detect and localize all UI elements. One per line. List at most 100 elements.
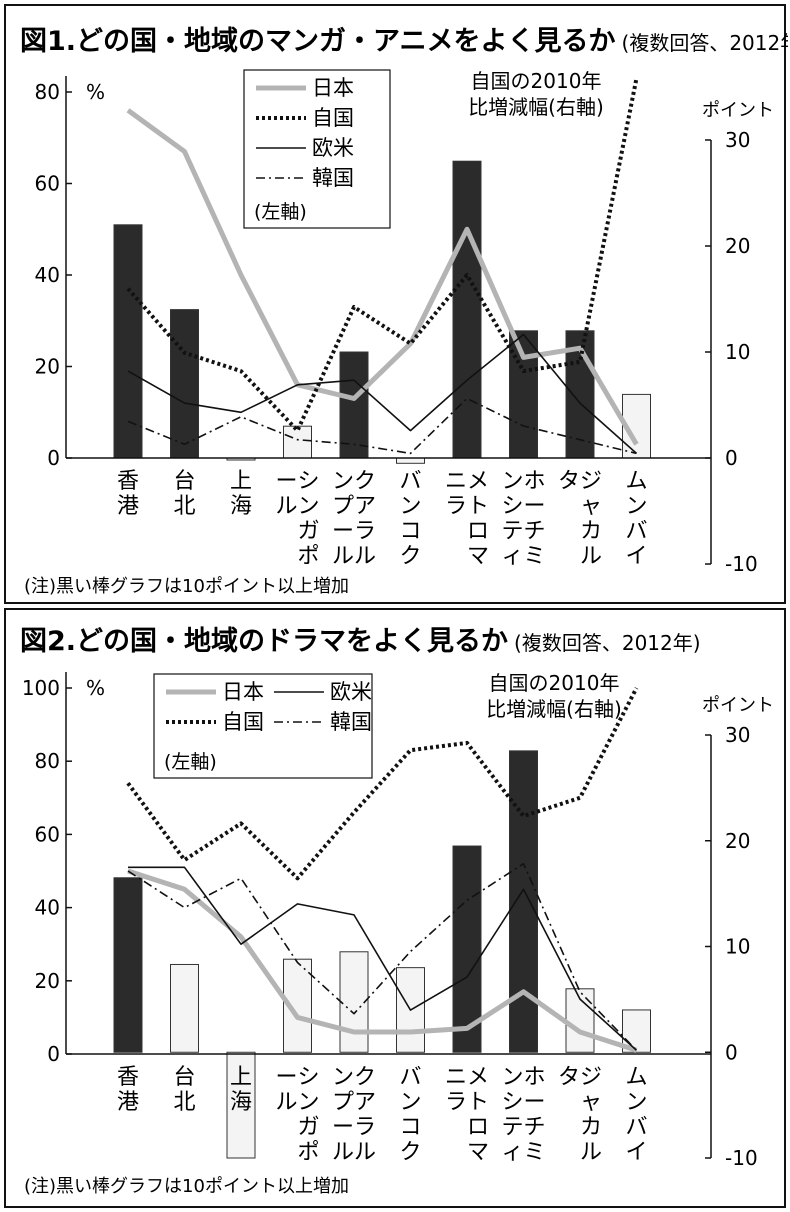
bar-change bbox=[339, 351, 369, 459]
bar-change bbox=[509, 330, 538, 459]
left-axis-tick-label: 0 bbox=[47, 1042, 60, 1066]
category-label: バンコク bbox=[399, 1065, 421, 1165]
category-label-text: タ bbox=[558, 1065, 580, 1090]
category-label-text: ール bbox=[275, 1065, 297, 1115]
bar-annotation-line1: 自国の2010年 bbox=[471, 69, 602, 93]
category-label-text: ムンバイ bbox=[625, 1065, 647, 1165]
category-label-text: 上海 bbox=[230, 1065, 252, 1115]
category-label-text: シンガポ bbox=[297, 1065, 319, 1165]
category-label-text: クアラル bbox=[354, 469, 376, 569]
right-axis-tick-label: -10 bbox=[725, 1146, 758, 1170]
right-axis-tick-label: 30 bbox=[725, 128, 750, 152]
legend-box bbox=[243, 69, 391, 229]
left-axis-tick-label: 80 bbox=[35, 749, 60, 773]
category-label: 香港 bbox=[117, 469, 139, 519]
bar-change bbox=[226, 1051, 256, 1159]
left-axis-tick-label: 20 bbox=[35, 355, 60, 379]
category-label-text: ンシティ bbox=[501, 1065, 523, 1165]
category-label-text: ンシティ bbox=[501, 469, 523, 569]
right-axis-tick-label: 0 bbox=[725, 446, 738, 470]
bar-change bbox=[113, 224, 143, 459]
bar-change bbox=[170, 963, 199, 1053]
left-axis-tick-label: 60 bbox=[35, 822, 60, 846]
category-label-text: ニラ bbox=[445, 1065, 467, 1115]
legend-label: 自国 bbox=[222, 710, 264, 734]
chart-title: どの国・地域のドラマをよく見るか bbox=[76, 626, 508, 657]
category-label: 上海 bbox=[230, 1065, 252, 1115]
right-axis-tick-label: 20 bbox=[725, 829, 750, 853]
svg-text:図2.どの国・地域のドラマをよく見るか(複数回答、2012年: 図2.どの国・地域のドラマをよく見るか (複数回答、2012年) bbox=[20, 626, 701, 657]
category-label-text: メトロマ bbox=[467, 1065, 489, 1165]
bar-annotation-line2: 比増減幅(右軸) bbox=[468, 95, 604, 119]
bar-change bbox=[452, 845, 482, 1053]
category-label: 台北 bbox=[173, 1065, 195, 1115]
bar-change bbox=[170, 309, 199, 459]
left-axis-tick-label: 40 bbox=[35, 263, 60, 287]
right-axis-tick-label: 10 bbox=[725, 340, 750, 364]
series-line-欧米 bbox=[127, 333, 638, 454]
category-label: 台北 bbox=[173, 469, 195, 519]
category-label-text: バンコク bbox=[399, 469, 421, 569]
bar-change bbox=[113, 877, 143, 1053]
bar-change bbox=[283, 425, 312, 459]
legend-label: 韓国 bbox=[330, 710, 372, 734]
series-line-欧米 bbox=[128, 866, 638, 1051]
category-label-text: ンプール bbox=[332, 469, 354, 569]
category-label-text: ジャカル bbox=[580, 469, 602, 569]
legend-box bbox=[153, 673, 373, 779]
chart-panel-manga-anime: 図1.どの国・地域のマンガ・アニメをよく見るか (複数回答、2012年) 0 20 4… bbox=[4, 4, 788, 604]
bar-annotation-line1: 自国の2010年 bbox=[489, 671, 620, 695]
left-axis-unit: % bbox=[86, 80, 105, 104]
category-label-text: クアラル bbox=[354, 1065, 376, 1165]
category-label-text: ホーチミ bbox=[523, 1065, 545, 1165]
left-axis-tick-label: 80 bbox=[35, 80, 60, 104]
chart-note: (注)黒い棒グラフは10ポイント以上増加 bbox=[24, 1176, 349, 1197]
series-line-日本 bbox=[126, 108, 639, 446]
chart-note: (注)黒い棒グラフは10ポイント以上増加 bbox=[24, 576, 349, 597]
category-label: バンコク bbox=[399, 469, 421, 569]
category-label-text: ンプール bbox=[332, 1065, 354, 1165]
series-line-自国 bbox=[126, 77, 639, 433]
category-label-text: ール bbox=[275, 469, 297, 519]
category-label-text: 台北 bbox=[173, 1065, 195, 1115]
right-axis-tick-label: 0 bbox=[725, 1040, 738, 1064]
category-label: 上海 bbox=[230, 469, 252, 519]
left-axis-unit: % bbox=[86, 676, 105, 700]
right-axis-tick-label: -10 bbox=[725, 552, 758, 576]
chart-drama: 図2.どの国・地域のドラマをよく見るか (複数回答、2012年) 0 20 40 60 8… bbox=[20, 626, 774, 1197]
category-label-text: 上海 bbox=[230, 469, 252, 519]
bar-change bbox=[509, 750, 538, 1053]
right-axis-tick-label: 10 bbox=[725, 935, 750, 959]
category-label-text: シンガポ bbox=[297, 469, 319, 569]
chart-subtitle: (複数回答、2012年) bbox=[514, 631, 701, 655]
chart-manga-anime: 図1.どの国・地域のマンガ・アニメをよく見るか (複数回答、2012年) 0 20 4… bbox=[20, 26, 788, 597]
category-label-text: メトロマ bbox=[467, 469, 489, 569]
series-line-日本 bbox=[127, 868, 638, 1053]
figure-label: 図2. bbox=[20, 626, 76, 657]
left-axis-tick-label: 40 bbox=[35, 896, 60, 920]
legend-label: 自国 bbox=[312, 106, 354, 130]
category-label-text: タ bbox=[558, 469, 580, 494]
chart-panel-drama: 図2.どの国・地域のドラマをよく見るか (複数回答、2012年) 0 20 40 60 8… bbox=[4, 608, 786, 1208]
right-axis-tick-label: 20 bbox=[725, 234, 750, 258]
left-axis-tick-label: 60 bbox=[35, 172, 60, 196]
bar-annotation-line2: 比増減幅(右軸) bbox=[486, 697, 622, 721]
category-label: ムンバイ bbox=[625, 1065, 647, 1165]
category-label-text: ホーチミ bbox=[523, 469, 545, 569]
category-label-text: 香港 bbox=[117, 1065, 139, 1115]
svg-text:図1.どの国・地域のマンガ・アニメをよく見るか(複数回答、2: 図1.どの国・地域のマンガ・アニメをよく見るか (複数回答、2012年) bbox=[20, 26, 788, 57]
legend-label: 欧米 bbox=[312, 136, 354, 160]
series-line-韓国 bbox=[127, 397, 637, 455]
category-label: 香港 bbox=[117, 1065, 139, 1115]
category-label-text: ムンバイ bbox=[625, 469, 647, 569]
category-label: ムンバイ bbox=[625, 469, 647, 569]
category-label-text: 台北 bbox=[173, 469, 195, 519]
